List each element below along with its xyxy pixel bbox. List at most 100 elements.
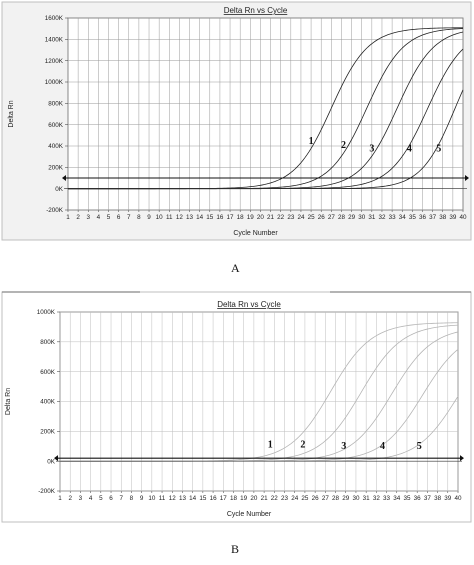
y-tick-label: 400K [40,399,56,406]
x-tick-label: 33 [389,214,397,221]
y-tick-label: 600K [40,369,56,376]
threshold-arrow-left [62,175,66,181]
x-tick-label: 13 [186,214,194,221]
curve-label-1: 1 [309,136,314,147]
x-tick-label: 37 [429,214,437,221]
panel-b-chart: 1 2 3 4 5 6 7 8 9 10 11 12 13 14 15 16 17 18 19 20 21 22 23 24 2… [5,300,464,518]
x-tick-label: 38 [434,495,442,502]
y-tick-label: 1600K [45,15,64,22]
chart-title: Delta Rn vs Cycle [217,300,281,309]
y-tick-label: 1000K [45,79,64,86]
x-tick-label: 23 [281,495,289,502]
x-tick-label: 24 [297,214,305,221]
x-tick-label: 14 [189,495,197,502]
x-tick-label: 25 [301,495,309,502]
x-tick-label: 24 [291,495,299,502]
x-tick-label: 8 [130,495,134,502]
threshold-arrow-left [54,455,58,462]
x-tick-label: 12 [176,214,184,221]
x-tick-label: 23 [287,214,295,221]
x-tick-label: 5 [99,495,103,502]
curve-label-4: 4 [380,441,385,452]
x-tick-label: 11 [166,214,173,221]
panel-a-caption: A [231,261,240,275]
y-tick-label: 800K [48,101,64,108]
x-tick-label: 22 [277,214,285,221]
x-tick-label: 20 [250,495,258,502]
x-tick-label: 3 [86,214,90,221]
curve-label-3: 3 [341,441,346,452]
y-tick-label: 1400K [45,37,64,44]
x-tick-label: 30 [358,214,366,221]
x-tick-label: 15 [206,214,214,221]
x-tick-label: 4 [97,214,101,221]
x-tick-label: 1 [58,495,62,502]
x-tick-label: 37 [424,495,432,502]
curve-label-2: 2 [300,440,305,451]
curve-label-4: 4 [407,143,412,154]
x-tick-label: 31 [368,214,376,221]
x-tick-label: 9 [140,495,144,502]
x-tick-label: 35 [403,495,411,502]
x-tick-label: 28 [332,495,340,502]
curve-label-5: 5 [417,441,422,452]
x-tick-label: 40 [454,495,462,502]
y-tick-label: 200K [40,429,56,436]
x-tick-label: 28 [338,214,346,221]
x-tick-label: 31 [363,495,371,502]
x-tick-label: 5 [107,214,111,221]
x-tick-label: 1 [66,214,70,221]
y-axis-label: Delta Rn [8,100,15,127]
y-tick-label: -200K [38,488,56,495]
x-tick-label: 26 [318,214,326,221]
x-tick-label: 20 [257,214,265,221]
x-tick-label: 17 [227,214,235,221]
threshold-arrow-right [465,175,469,181]
curve-label-3: 3 [369,143,374,154]
x-tick-label: 10 [148,495,156,502]
x-tick-label: 25 [308,214,316,221]
curve-label-2: 2 [341,140,346,151]
x-tick-label: 6 [117,214,121,221]
x-tick-label: 27 [328,214,336,221]
x-tick-label: 14 [196,214,204,221]
curve-label-1: 1 [268,440,273,451]
panel-a-chart: 1 2 3 4 5 6 7 8 9 10 11 12 13 14 15 16 17 18 19 20 21 22 23 24 2… [8,6,469,237]
panel-b-caption: B [231,542,239,556]
curve-label-5: 5 [436,143,441,154]
x-tick-label: 2 [68,495,72,502]
x-tick-label: 18 [237,214,245,221]
x-tick-label: 19 [247,214,255,221]
x-tick-label: 39 [444,495,452,502]
y-tick-label: 1000K [37,309,56,316]
x-tick-label: 32 [373,495,381,502]
x-axis-label: Cycle Number [227,511,272,518]
x-tick-label: 8 [137,214,141,221]
x-tick-label: 9 [147,214,151,221]
x-tick-label: 33 [383,495,391,502]
x-tick-label: 10 [156,214,164,221]
x-tick-label: 16 [216,214,224,221]
x-tick-label: 2 [76,214,80,221]
chart-title: Delta Rn vs Cycle [224,6,288,15]
y-tick-label: 400K [48,143,64,150]
x-tick-label: 7 [119,495,123,502]
threshold-arrow-right [460,455,464,462]
x-tick-label: 29 [348,214,356,221]
x-tick-label: 15 [199,495,207,502]
x-tick-label: 21 [267,214,275,221]
x-tick-label: 19 [240,495,248,502]
y-tick-label: 600K [48,122,64,129]
y-tick-label: 1200K [45,58,64,65]
x-tick-label: 38 [439,214,447,221]
x-tick-label: 36 [414,495,422,502]
x-tick-label: 35 [409,214,417,221]
x-tick-label: 21 [261,495,269,502]
x-tick-label: 12 [169,495,177,502]
y-tick-label: 800K [40,339,56,346]
x-tick-label: 27 [322,495,330,502]
x-tick-label: 4 [89,495,93,502]
y-tick-label: -200K [46,207,64,214]
y-tick-label: 200K [48,165,64,172]
